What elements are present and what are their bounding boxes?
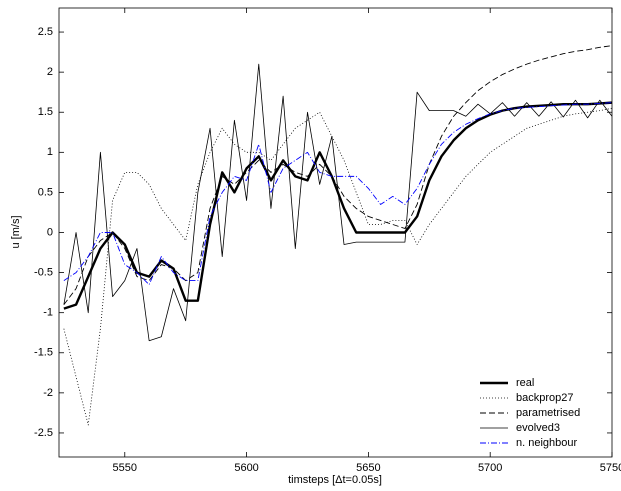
y-tick-label: -2.5 <box>34 427 53 439</box>
y-axis-label: u [m/s] <box>10 215 22 248</box>
y-tick-label: 1.5 <box>38 106 53 118</box>
y-tick-label: 2.5 <box>38 26 53 38</box>
series-line <box>63 101 612 310</box>
x-tick-label: 5600 <box>234 462 258 474</box>
x-tick-label: 5750 <box>600 462 621 474</box>
y-tick-label: -1 <box>43 307 53 319</box>
x-tick-label: 5700 <box>478 462 502 474</box>
legend-label: n. neighbour <box>516 437 577 449</box>
series-line <box>63 102 612 286</box>
x-axis-label: timsteps [Δt=0.05s] <box>288 474 382 486</box>
y-tick-label: -2 <box>43 387 53 399</box>
x-tick-label: 5550 <box>113 462 137 474</box>
series-line <box>63 63 612 342</box>
legend-label: evolved3 <box>516 422 560 434</box>
legend-label: real <box>516 377 534 389</box>
x-tick-label: 5650 <box>356 462 380 474</box>
y-tick-label: -1.5 <box>34 347 53 359</box>
plot-frame <box>58 7 613 458</box>
legend-label: backprop27 <box>516 392 574 404</box>
y-tick-label: 0.5 <box>38 186 53 198</box>
y-tick-label: 1 <box>47 146 53 158</box>
series-line <box>63 45 612 305</box>
y-tick-label: -0.5 <box>34 266 53 278</box>
y-tick-label: 0 <box>47 226 53 238</box>
legend-label: parametrised <box>516 407 580 419</box>
y-tick-label: 2 <box>47 66 53 78</box>
